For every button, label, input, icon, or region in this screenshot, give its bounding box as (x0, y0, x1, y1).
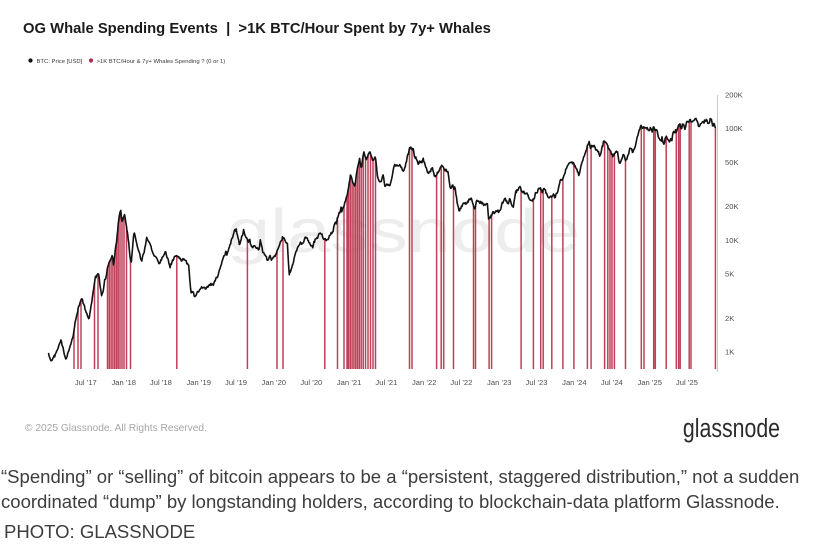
svg-text:Jan ’22: Jan ’22 (412, 378, 437, 387)
svg-text:Jan ’25: Jan ’25 (637, 378, 662, 387)
svg-text:20K: 20K (725, 202, 739, 211)
svg-text:5K: 5K (725, 269, 734, 278)
svg-text:Jan ’20: Jan ’20 (262, 378, 287, 387)
svg-text:Jul ’20: Jul ’20 (300, 378, 322, 387)
svg-text:OG Whale Spending Events | >: OG Whale Spending Events | >1K BTC/Hour … (23, 21, 491, 37)
svg-text:50K: 50K (725, 158, 739, 167)
svg-text:200K: 200K (725, 91, 743, 100)
svg-text:Jan ’23: Jan ’23 (487, 378, 512, 387)
svg-text:© 2025 Glassnode. All Rights R: © 2025 Glassnode. All Rights Reserved. (25, 423, 207, 434)
svg-text:1K: 1K (725, 347, 734, 356)
svg-text:Jan ’21: Jan ’21 (337, 378, 362, 387)
svg-text:glassnode: glassnode (227, 197, 580, 265)
svg-text:Jan ’18: Jan ’18 (111, 378, 136, 387)
svg-text:Jul ’21: Jul ’21 (375, 378, 397, 387)
svg-text:100K: 100K (725, 124, 743, 133)
svg-text:>1K BTC/Hour & 7y+ Whales Spen: >1K BTC/Hour & 7y+ Whales Spending ? (0 … (97, 59, 226, 65)
svg-text:2K: 2K (725, 314, 734, 323)
svg-text:glassnode: glassnode (683, 414, 780, 444)
svg-text:Jul ’24: Jul ’24 (601, 378, 623, 387)
svg-text:10K: 10K (725, 236, 739, 245)
svg-text:Jan ’19: Jan ’19 (186, 378, 211, 387)
svg-text:Jul ’23: Jul ’23 (526, 378, 548, 387)
svg-text:Jul ’19: Jul ’19 (225, 378, 247, 387)
svg-text:Jul ’22: Jul ’22 (450, 378, 472, 387)
svg-text:BTC: Price [USD]: BTC: Price [USD] (37, 59, 83, 65)
svg-text:Jan ’24: Jan ’24 (562, 378, 587, 387)
svg-text:Jul ’25: Jul ’25 (676, 378, 698, 387)
svg-text:Jul ’17: Jul ’17 (75, 378, 97, 387)
svg-text:Jul ’18: Jul ’18 (150, 378, 172, 387)
